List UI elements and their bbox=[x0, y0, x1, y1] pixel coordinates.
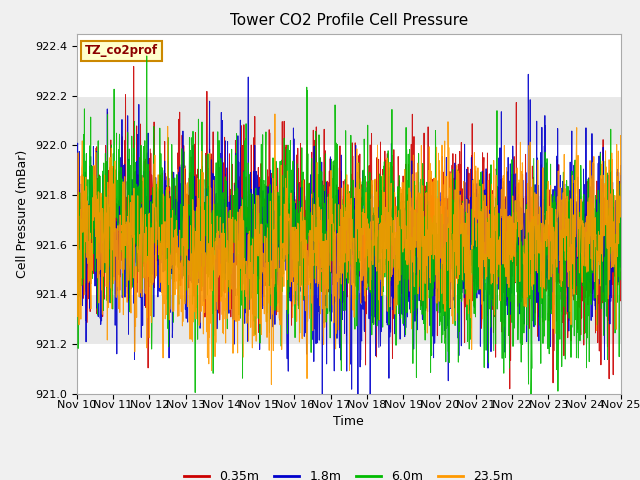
Bar bbox=[77, 294, 621, 344]
Bar bbox=[77, 145, 621, 195]
Y-axis label: Cell Pressure (mBar): Cell Pressure (mBar) bbox=[17, 149, 29, 278]
X-axis label: Time: Time bbox=[333, 415, 364, 429]
Bar bbox=[77, 96, 621, 145]
Legend: 0.35m, 1.8m, 6.0m, 23.5m: 0.35m, 1.8m, 6.0m, 23.5m bbox=[179, 465, 518, 480]
Title: Tower CO2 Profile Cell Pressure: Tower CO2 Profile Cell Pressure bbox=[230, 13, 468, 28]
Bar bbox=[77, 245, 621, 294]
Text: TZ_co2prof: TZ_co2prof bbox=[85, 44, 158, 58]
Bar bbox=[77, 344, 621, 394]
Bar bbox=[77, 195, 621, 245]
Bar bbox=[77, 46, 621, 96]
